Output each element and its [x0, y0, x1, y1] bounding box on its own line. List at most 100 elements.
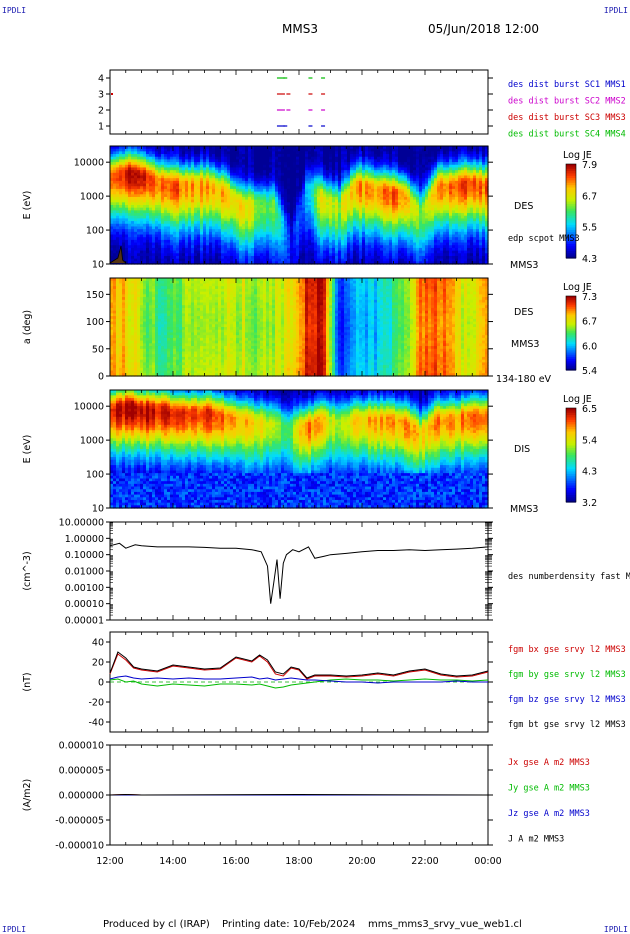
y-tick-label: -40 [88, 718, 104, 729]
time-axis-label: 16:00 [222, 856, 249, 867]
y-tick-label: 50 [92, 344, 104, 355]
y-tick-label: 10000 [74, 158, 104, 169]
legend-entry: fgm by gse srvy l2 MMS3 [508, 670, 626, 680]
burst-mark [111, 93, 113, 95]
legend-entry: Jy gse A m2 MMS3 [508, 784, 590, 794]
legend-entry: Jx gse A m2 MMS3 [508, 758, 590, 768]
panel-frame-5 [109, 521, 489, 621]
colorbar-title: Log JE [563, 394, 592, 405]
colorbar-tick-label: 5.4 [582, 435, 597, 446]
y-tick-label: 2 [98, 106, 104, 117]
colorbar-tick-label: 7.9 [582, 160, 597, 171]
y-axis-label-4: E (eV) [22, 435, 33, 464]
time-axis-label: 20:00 [348, 856, 375, 867]
time-axis-label: 22:00 [411, 856, 438, 867]
colorbar-tick-label: 3.2 [582, 498, 597, 509]
footer-printing-date: Printing date: 10/Feb/2024 [222, 919, 356, 930]
colorbar-tick-label: 5.5 [582, 223, 597, 234]
y-tick-label: 3 [98, 90, 104, 101]
colorbar-title: Log JE [563, 150, 592, 161]
y-axis-label-5: (cm^-3) [22, 551, 33, 590]
legend-entry: J A m2 MMS3 [508, 835, 564, 845]
y-tick-label: 100 [86, 317, 104, 328]
y-axis-label-6: (nT) [22, 672, 33, 691]
spectrogram-4 [110, 390, 489, 509]
legend-entry: des dist burst SC4 MMS4 [508, 130, 626, 140]
y-tick-label: 40 [92, 638, 104, 649]
y-axis-label-2: E (eV) [22, 191, 33, 220]
y-tick-label: 1000 [80, 436, 104, 447]
y-tick-label: 10 [92, 260, 104, 271]
legend-entry: des numberdensity fast M [508, 572, 630, 582]
panel-right-label: MMS3 [511, 339, 539, 350]
line-series [109, 675, 488, 684]
y-tick-label: 10.00000 [59, 518, 104, 529]
panel-right-label: 134-180 eV [496, 374, 552, 385]
y-tick-label: 0 [98, 372, 104, 383]
y-axis-label-7: (A/m2) [22, 779, 33, 811]
y-tick-label: 0.000005 [59, 766, 104, 777]
legend-entry: des dist burst SC1 MMS1 [508, 80, 626, 90]
y-tick-label: 10 [92, 504, 104, 515]
legend-entry: fgm bz gse srvy l2 MMS3 [508, 695, 626, 705]
line-series [109, 653, 489, 680]
colorbar-frame [565, 295, 577, 371]
y-tick-label: 20 [92, 658, 104, 669]
y-tick-label: 1 [98, 122, 104, 133]
y-tick-label: 1.00000 [65, 534, 104, 545]
time-axis-label: 18:00 [285, 856, 312, 867]
y-tick-label: 0.10000 [65, 550, 104, 561]
colorbar-2 [566, 164, 576, 259]
corner-label-tr: IPDLI [603, 6, 628, 15]
colorbar-4 [566, 408, 576, 503]
spacecraft-title: MMS3 [282, 22, 318, 36]
time-axis-label: 00:00 [474, 856, 501, 867]
line-series [109, 651, 489, 679]
y-tick-label: 100 [86, 226, 104, 237]
panel-right-label: edp scpot MMS3 [508, 234, 580, 244]
y-tick-label: 150 [86, 290, 104, 301]
spectrogram-2 [110, 146, 489, 265]
spectrogram-3 [110, 278, 489, 377]
colorbar-frame [565, 163, 577, 259]
colorbar-tick-label: 6.7 [582, 191, 597, 202]
y-tick-label: -0.000005 [55, 816, 104, 827]
footer-produced: Produced by cl (IRAP) [103, 919, 210, 930]
corner-label-br: IPDLI [603, 925, 628, 934]
panel-right-label: DIS [514, 444, 530, 455]
colorbar-tick-label: 6.7 [582, 317, 597, 328]
panel-right-label: DES [514, 307, 533, 318]
legend-entry: Jz gse A m2 MMS3 [508, 809, 590, 819]
y-tick-label: 0 [98, 678, 104, 689]
y-tick-label: 0.01000 [65, 567, 104, 578]
scpot-trace [109, 245, 127, 264]
density-series [109, 542, 489, 604]
y-tick-label: 0.00010 [65, 599, 104, 610]
panel-right-label: MMS3 [510, 504, 538, 515]
colorbar-tick-label: 6.0 [582, 341, 597, 352]
y-tick-label: -0.000010 [55, 841, 104, 852]
colorbar-tick-label: 5.4 [582, 366, 597, 377]
legend-entry: des dist burst SC2 MMS2 [508, 97, 626, 107]
y-axis-label-3: a (deg) [22, 310, 33, 344]
datetime-title: 05/Jun/2018 12:00 [428, 22, 540, 36]
y-tick-label: 1000 [80, 192, 104, 203]
line-series [109, 793, 489, 796]
corner-label-bl: IPDLI [2, 925, 27, 934]
y-tick-label: 0.000010 [59, 741, 104, 752]
colorbar-title: Log JE [563, 282, 592, 293]
panel-frame-1 [109, 69, 489, 135]
y-tick-label: 100 [86, 470, 104, 481]
panel-right-label: DES [514, 201, 533, 212]
colorbar-tick-label: 6.5 [582, 404, 597, 415]
footer-filename: mms_mms3_srvy_vue_web1.cl [368, 919, 522, 930]
legend-entry: des dist burst SC3 MMS3 [508, 113, 626, 123]
legend-entry: fgm bt gse srvy l2 MMS3 [508, 720, 626, 730]
legend-entry: fgm bx gse srvy l2 MMS3 [508, 645, 626, 655]
time-axis-label: 12:00 [96, 856, 123, 867]
colorbar-frame [565, 407, 577, 503]
colorbar-tick-label: 4.3 [582, 467, 597, 478]
panel-right-label: MMS3 [510, 260, 538, 271]
colorbar-3 [566, 296, 576, 371]
